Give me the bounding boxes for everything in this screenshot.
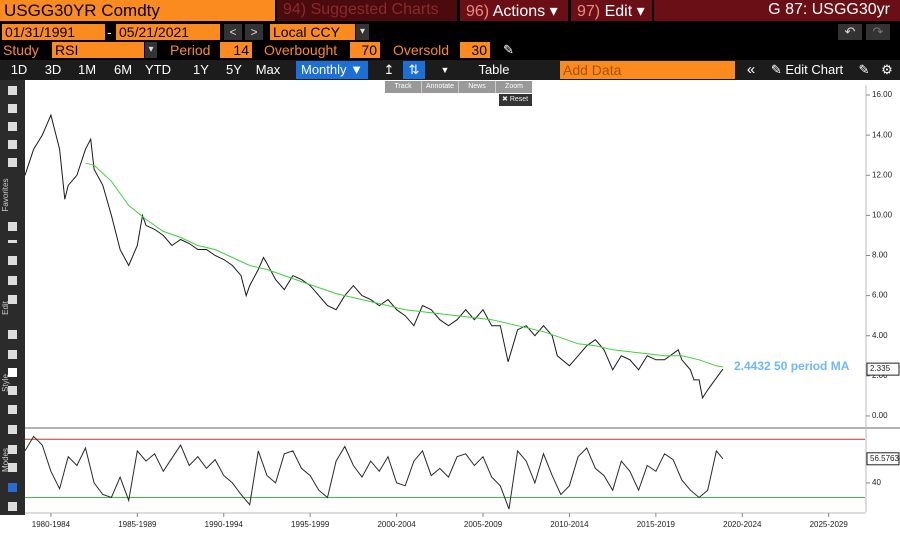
x-tick-label: 2015-2019 — [637, 520, 676, 529]
redo-button[interactable]: ↷ — [866, 24, 890, 40]
icon-dropdown[interactable]: ▼ — [440, 65, 450, 75]
edit-chart-button[interactable]: ✎ Edit Chart — [770, 62, 844, 77]
suggested-charts[interactable]: 94) Suggested Charts — [277, 0, 457, 21]
bar-icon[interactable]: ⇅ — [403, 61, 425, 79]
tool-button[interactable]: Track — [385, 81, 421, 93]
label: Edit — [604, 3, 633, 20]
period-button[interactable]: 5Y — [226, 62, 242, 77]
period-button[interactable]: YTD — [145, 62, 171, 77]
study-field[interactable]: RSI — [52, 42, 144, 58]
overbought-field[interactable]: 70 — [350, 42, 380, 58]
period-button[interactable]: 1D — [10, 62, 28, 77]
chart-tools: Track Annotate News Zoom — [385, 81, 532, 93]
x-tick-label: 1985-1989 — [118, 520, 157, 529]
last-value-tag — [866, 362, 900, 376]
collapse-button[interactable]: « — [746, 61, 756, 78]
security-field[interactable]: USGG30YR Comdty — [0, 0, 275, 21]
next-button[interactable]: > — [245, 24, 263, 40]
y-tick-label: 16.00 — [872, 90, 893, 99]
page-id: G 87: USGG30yr — [654, 0, 900, 21]
side-icons — [8, 86, 17, 511]
y-tick-label: 40 — [872, 478, 881, 487]
ma-label: 2.4432 50 period MA — [734, 359, 850, 373]
y-tick-label: 4.00 — [872, 331, 888, 340]
key: 97) — [577, 3, 601, 20]
undo-button[interactable]: ↶ — [838, 24, 862, 40]
side-label: Favorites — [1, 179, 10, 212]
last-value-label: 2.335 — [870, 364, 891, 373]
period-button[interactable]: 6M — [113, 62, 133, 77]
label: Suggested Charts — [310, 1, 439, 18]
x-tick-label: 2010-2014 — [550, 520, 589, 529]
currency-field[interactable]: Local CCY — [270, 24, 355, 40]
y-tick-label: 8.00 — [872, 251, 888, 260]
tool-button[interactable]: Annotate — [422, 81, 458, 93]
add-data-field[interactable]: Add Data — [560, 61, 735, 79]
overbought-label: Overbought — [264, 42, 338, 58]
x-tick-label: 2020-2024 — [723, 520, 762, 529]
period-label: Period — [170, 42, 211, 58]
tool-button[interactable]: Zoom — [496, 81, 532, 93]
pencil-icon[interactable]: ✎ — [503, 42, 514, 57]
period-button[interactable]: 1M — [77, 62, 97, 77]
period-field[interactable]: 14 — [220, 42, 252, 58]
gear-icon[interactable]: ⚙ — [881, 62, 893, 77]
chart-background — [0, 80, 900, 535]
date-separator: - — [107, 24, 112, 40]
oversold-label: Oversold — [393, 42, 450, 58]
frequency-button[interactable]: Monthly — [296, 61, 368, 79]
oversold-field[interactable]: 30 — [460, 42, 490, 58]
prev-button[interactable]: < — [224, 24, 242, 40]
reset-button[interactable]: ✖ Reset — [499, 94, 532, 106]
end-date[interactable]: 05/21/2021 — [116, 24, 220, 40]
settings-icon[interactable]: ✎ — [858, 62, 870, 77]
x-tick-label: 2000-2004 — [377, 520, 416, 529]
series-line — [85, 162, 723, 368]
y-tick-label: 0.00 — [872, 411, 888, 420]
period-button[interactable]: 3D — [44, 62, 62, 77]
line-icon[interactable]: ↥ — [383, 62, 395, 77]
label: Reset — [509, 96, 529, 103]
y-tick-label: 14.00 — [872, 130, 893, 139]
key: 94) — [283, 1, 307, 18]
y-tick-label: 10.00 — [872, 210, 893, 219]
key: 96) — [466, 3, 490, 20]
table-button[interactable]: Table — [478, 62, 510, 77]
label: Edit Chart — [785, 62, 844, 77]
label: Actions — [492, 3, 546, 20]
x-tick-label: 2025-2029 — [810, 520, 849, 529]
currency-dropdown[interactable]: ▾ — [356, 24, 369, 40]
x-tick-label: 2005-2009 — [464, 520, 503, 529]
x-tick-label: 1990-1994 — [205, 520, 244, 529]
x-tick-label: 1995-1999 — [291, 520, 330, 529]
last-value-tag — [866, 452, 900, 466]
side-label: Edit — [1, 300, 10, 315]
period-button[interactable]: Max — [255, 62, 281, 77]
x-tick-label: 1980-1984 — [32, 520, 71, 529]
actions-menu[interactable]: 96) Actions — [460, 0, 568, 21]
last-value-label: 56.5763 — [870, 454, 899, 463]
series-line — [24, 113, 724, 400]
side-label: Modes — [1, 448, 10, 472]
study-label: Study — [3, 42, 39, 58]
y-tick-label: 6.00 — [872, 291, 888, 300]
edit-menu[interactable]: 97) Edit — [571, 0, 652, 21]
start-date[interactable]: 01/31/1991 — [2, 24, 105, 40]
tool-button[interactable]: News — [459, 81, 495, 93]
y-tick-label: 12.00 — [872, 170, 893, 179]
period-button[interactable]: 1Y — [193, 62, 209, 77]
series-line — [24, 435, 724, 510]
study-dropdown[interactable]: ▾ — [145, 42, 157, 58]
side-label: Style — [1, 374, 10, 392]
